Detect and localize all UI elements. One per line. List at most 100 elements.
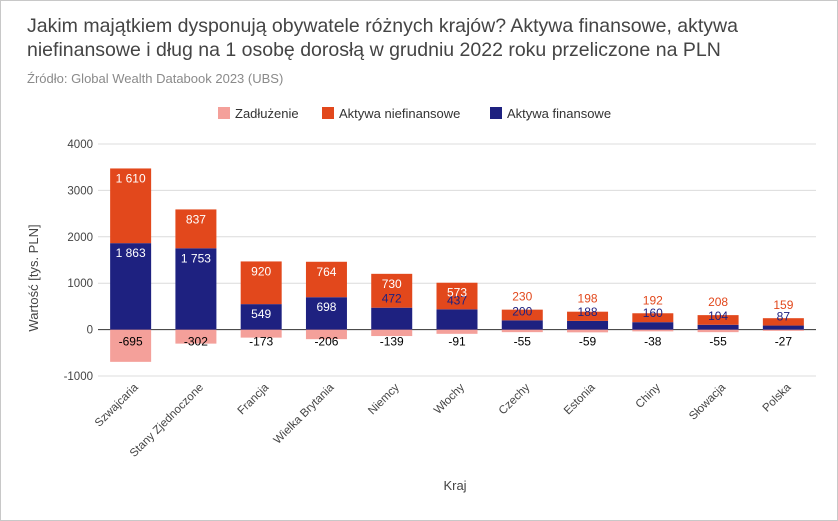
bar-aktywa-finansowe (371, 307, 413, 330)
y-tick-labels: -1000 0 1000 2000 3000 4000 (64, 139, 93, 383)
data-label-zadluzenie: -173 (249, 335, 273, 349)
bar-zadluzenie (305, 329, 347, 340)
legend-label: Zadłużenie (235, 106, 299, 121)
x-tick-label: Estonia (562, 381, 598, 417)
data-label-zadluzenie: -59 (579, 335, 597, 349)
bar-zadluzenie (632, 329, 674, 332)
bar-aktywa-finansowe (501, 320, 543, 330)
x-tick-label: Chiny (634, 381, 663, 410)
y-axis-label: Wartość [tys. PLN] (26, 224, 41, 331)
y-tick-label: 1000 (67, 278, 93, 290)
bar-zadluzenie (762, 329, 804, 331)
data-label-aktywa-niefinansowe: 230 (512, 290, 532, 304)
legend-swatch (218, 107, 230, 119)
x-tick-label: Niemcy (366, 381, 402, 417)
data-label-aktywa-niefinansowe: 920 (251, 264, 271, 278)
bar-aktywa-finansowe (175, 248, 217, 330)
data-label-zadluzenie: -302 (184, 335, 208, 349)
bar-aktywa-niefinansowe (240, 261, 282, 305)
bar-zadluzenie (567, 329, 609, 333)
bar-aktywa-niefinansowe (175, 209, 217, 249)
data-label-aktywa-finansowe: 472 (382, 292, 402, 306)
x-tick-label: Słowacja (687, 381, 728, 422)
data-label-aktywa-niefinansowe: 208 (708, 295, 728, 309)
bar-aktywa-finansowe (436, 309, 478, 330)
bar-zadluzenie (436, 329, 478, 334)
legend-swatch (322, 107, 334, 119)
legend-label: Aktywa niefinansowe (339, 106, 460, 121)
data-label-aktywa-niefinansowe: 573 (447, 286, 467, 300)
data-label-aktywa-finansowe: 104 (708, 309, 728, 323)
data-label-aktywa-finansowe: 188 (578, 305, 598, 319)
bar-aktywa-niefinansowe (501, 309, 543, 321)
bar-aktywa-niefinansowe (567, 311, 609, 321)
y-tick-label: 0 (87, 325, 93, 337)
data-label-zadluzenie: -55 (514, 335, 532, 349)
y-tick-label: 4000 (67, 139, 93, 151)
data-label-aktywa-niefinansowe: 1 610 (116, 171, 146, 185)
data-label-zadluzenie: -91 (448, 335, 466, 349)
y-tick-label: 3000 (67, 185, 93, 197)
x-tick-label: Czechy (497, 381, 533, 417)
bar-aktywa-finansowe (110, 243, 152, 330)
bar-zadluzenie (371, 329, 413, 337)
data-label-zadluzenie: -206 (314, 335, 338, 349)
data-label-aktywa-finansowe: 87 (777, 310, 791, 324)
data-label-aktywa-finansowe: 1 863 (116, 246, 146, 260)
bar-aktywa-finansowe (697, 324, 739, 330)
bar-aktywa-niefinansowe (632, 313, 674, 323)
bars (110, 168, 804, 362)
bar-aktywa-niefinansowe (110, 168, 152, 244)
data-label-aktywa-finansowe: 437 (447, 293, 467, 307)
data-label-zadluzenie: -139 (380, 335, 404, 349)
data-label-aktywa-niefinansowe: 198 (578, 292, 598, 306)
bar-aktywa-niefinansowe (762, 318, 804, 326)
data-label-aktywa-finansowe: 549 (251, 307, 271, 321)
x-axis-label: Kraj (443, 478, 466, 493)
legend-label: Aktywa finansowe (507, 106, 611, 121)
data-label-zadluzenie: -55 (709, 335, 727, 349)
data-label-aktywa-niefinansowe: 730 (382, 277, 402, 291)
data-labels: 1 863 1 610 -695 1 753 837 -302 549 920 -173 698 7… (116, 171, 794, 348)
x-tick-label: Stany Zjednoczone (128, 382, 206, 460)
bar-aktywa-finansowe (240, 304, 282, 330)
bar-zadluzenie (110, 329, 152, 362)
bar-aktywa-finansowe (305, 297, 347, 330)
bar-aktywa-niefinansowe (371, 273, 413, 308)
grid-lines (98, 143, 816, 377)
bar-aktywa-niefinansowe (697, 315, 739, 325)
data-label-zadluzenie: -27 (775, 335, 793, 349)
bar-zadluzenie (240, 329, 282, 338)
data-label-zadluzenie: -695 (119, 335, 143, 349)
bar-aktywa-finansowe (762, 325, 804, 330)
data-label-aktywa-finansowe: 160 (643, 306, 663, 320)
x-tick-label: Szwajcaria (93, 381, 141, 429)
bar-zadluzenie (697, 329, 739, 333)
chart-source: Źródło: Global Wealth Databook 2023 (UBS… (27, 71, 284, 86)
data-label-aktywa-niefinansowe: 159 (773, 298, 793, 312)
bar-aktywa-finansowe (632, 322, 674, 330)
data-label-zadluzenie: -38 (644, 335, 662, 349)
legend-swatch (490, 107, 502, 119)
bar-aktywa-niefinansowe (436, 282, 478, 310)
y-tick-label: -1000 (64, 371, 93, 383)
legend: Zadłużenie Aktywa niefinansowe Aktywa fina… (218, 106, 611, 121)
x-tick-label: Francja (236, 381, 272, 417)
x-tick-label: Włochy (432, 381, 467, 416)
data-label-aktywa-finansowe: 200 (512, 304, 532, 318)
data-label-aktywa-niefinansowe: 764 (316, 265, 336, 279)
data-label-aktywa-finansowe: 698 (316, 300, 336, 314)
data-label-aktywa-niefinansowe: 837 (186, 212, 206, 226)
x-tick-label: Polska (761, 381, 794, 414)
bar-zadluzenie (175, 329, 217, 344)
bar-zadluzenie (501, 329, 543, 333)
bar-aktywa-niefinansowe (305, 261, 347, 298)
y-tick-label: 2000 (67, 232, 93, 244)
chart-title: Jakim majątkiem dysponują obywatele różn… (27, 15, 738, 61)
x-tick-label: Wielka Brytania (272, 381, 337, 446)
data-label-aktywa-niefinansowe: 192 (643, 293, 663, 307)
bar-aktywa-finansowe (567, 320, 609, 330)
data-label-aktywa-finansowe: 1 753 (181, 251, 211, 265)
